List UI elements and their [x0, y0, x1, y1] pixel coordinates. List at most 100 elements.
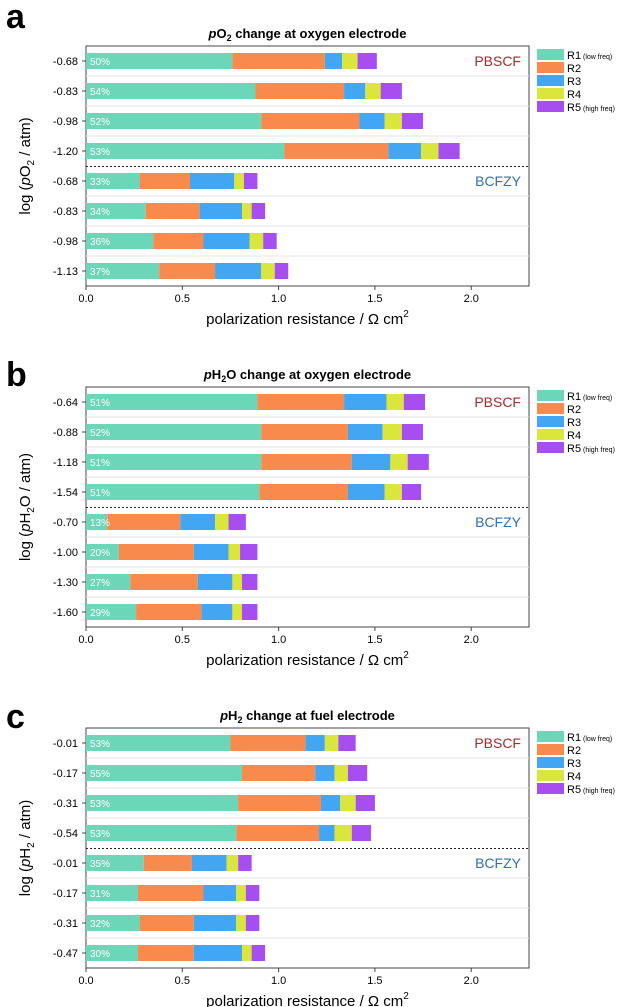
- legend-swatch-r4: [537, 770, 564, 781]
- legend-entry-r1: R1 (low freq): [567, 391, 612, 403]
- bar-segment-r1: [86, 454, 262, 470]
- percent-label: 53%: [90, 739, 110, 750]
- y-tick-label: -0.17: [53, 888, 78, 900]
- x-axis-label: polarization resistance / Ω cm2: [206, 309, 409, 328]
- legend-swatch-r2: [537, 403, 564, 414]
- percent-label: 33%: [90, 177, 110, 188]
- bar-segment-r1: [86, 574, 131, 590]
- bar-segment-r4: [340, 795, 356, 811]
- percent-label: 52%: [90, 117, 110, 128]
- bar-segment-r4: [236, 885, 246, 901]
- y-tick-label: -0.70: [53, 517, 78, 529]
- bar-segment-r5: [263, 233, 277, 249]
- bar-segment-r3: [215, 263, 262, 279]
- bar-segment-r4: [390, 454, 408, 470]
- y-tick-label: -0.98: [53, 116, 78, 128]
- bar-segment-r4: [228, 544, 241, 560]
- legend-entry-r2: R2: [567, 404, 581, 416]
- bar-segment-r1: [86, 544, 119, 560]
- group-label-pbscf: PBSCF: [474, 394, 521, 410]
- bar-segment-r4: [386, 394, 404, 410]
- bar-segment-r3: [344, 83, 366, 99]
- bar-segment-r5: [401, 424, 424, 440]
- panel-b: b pH2O change at oxygen electrode PBSCF -0.…: [6, 356, 615, 669]
- bar-segment-r3: [344, 394, 387, 410]
- legend-entry-r2: R2: [567, 63, 581, 75]
- x-tick-label: 1.0: [271, 975, 286, 987]
- legend-entry-r5: R5 (high freq): [567, 784, 615, 796]
- y-tick-label: -1.60: [53, 607, 78, 619]
- bar-segment-r1: [86, 945, 139, 961]
- bar-segment-r3: [315, 765, 335, 781]
- y-tick-label: -0.01: [53, 738, 78, 750]
- legend-swatch-r2: [537, 744, 564, 755]
- y-tick-label: -1.00: [53, 547, 78, 559]
- legend-swatch-r5: [537, 101, 564, 112]
- percent-label: 32%: [90, 919, 110, 930]
- bar-segment-r5: [240, 544, 258, 560]
- bar-segment-r2: [259, 484, 348, 500]
- bar-segment-r1: [86, 765, 243, 781]
- bar-segment-r5: [338, 735, 356, 751]
- y-tick-label: -1.30: [53, 577, 78, 589]
- group-label-pbscf: PBSCF: [474, 53, 521, 69]
- bar-segment-r3: [201, 604, 233, 620]
- legend-entry-r1: R1 (low freq): [567, 732, 612, 744]
- bar-segment-r4: [215, 514, 229, 530]
- percent-label: 51%: [90, 488, 110, 499]
- bar-segment-r5: [238, 855, 252, 871]
- bar-segment-r5: [243, 173, 258, 189]
- y-tick-label: -0.83: [53, 86, 78, 98]
- y-tick-label: -0.47: [53, 948, 78, 960]
- x-tick-label: 0.0: [78, 293, 93, 305]
- bar-segment-r2: [153, 233, 204, 249]
- group-label-bcfzy: BCFZY: [475, 514, 522, 530]
- x-tick-label: 1.0: [271, 634, 286, 646]
- legend-swatch-r1: [537, 49, 564, 60]
- bar-segment-r1: [86, 514, 108, 530]
- bar-segment-r5: [245, 885, 260, 901]
- bar-segment-r2: [159, 263, 216, 279]
- bar-segment-r2: [139, 915, 194, 931]
- legend-swatch-r1: [537, 731, 564, 742]
- percent-label: 55%: [90, 769, 110, 780]
- bar-segment-r2: [143, 855, 192, 871]
- bar-segment-r1: [86, 203, 146, 219]
- bar-segment-r2: [136, 604, 202, 620]
- x-tick-label: 1.5: [367, 975, 382, 987]
- legend-swatch-r2: [537, 62, 564, 73]
- bar-segment-r1: [86, 424, 262, 440]
- bar-segment-r3: [203, 885, 237, 901]
- legend-swatch-r1: [537, 390, 564, 401]
- legend-swatch-r4: [537, 88, 564, 99]
- x-tick-label: 2.0: [464, 975, 479, 987]
- bar-segment-r5: [357, 53, 377, 69]
- bar-segment-r5: [355, 795, 375, 811]
- y-tick-label: -0.68: [53, 56, 78, 68]
- bar-segment-r4: [334, 825, 352, 841]
- percent-label: 30%: [90, 949, 110, 960]
- bar-segment-r4: [384, 113, 402, 129]
- legend-entry-r3: R3: [567, 417, 581, 429]
- bar-segment-r4: [324, 735, 339, 751]
- bar-segment-r2: [230, 735, 306, 751]
- bar-segment-r1: [86, 233, 154, 249]
- bar-segment-r5: [251, 203, 266, 219]
- x-tick-label: 0.0: [78, 975, 93, 987]
- legend-swatch-r5: [537, 442, 564, 453]
- bar-segment-r1: [86, 855, 144, 871]
- bar-segment-r5: [251, 945, 266, 961]
- percent-label: 20%: [90, 548, 110, 559]
- bar-segment-r4: [334, 765, 348, 781]
- bar-segment-r3: [305, 735, 325, 751]
- bar-segment-r1: [86, 394, 258, 410]
- bar-segment-r1: [86, 885, 139, 901]
- bar-segment-r3: [351, 454, 391, 470]
- percent-label: 35%: [90, 859, 110, 870]
- bar-segment-r4: [234, 173, 244, 189]
- bar-segment-r1: [86, 53, 233, 69]
- bar-segment-r5: [351, 825, 372, 841]
- bar-segment-r3: [193, 945, 243, 961]
